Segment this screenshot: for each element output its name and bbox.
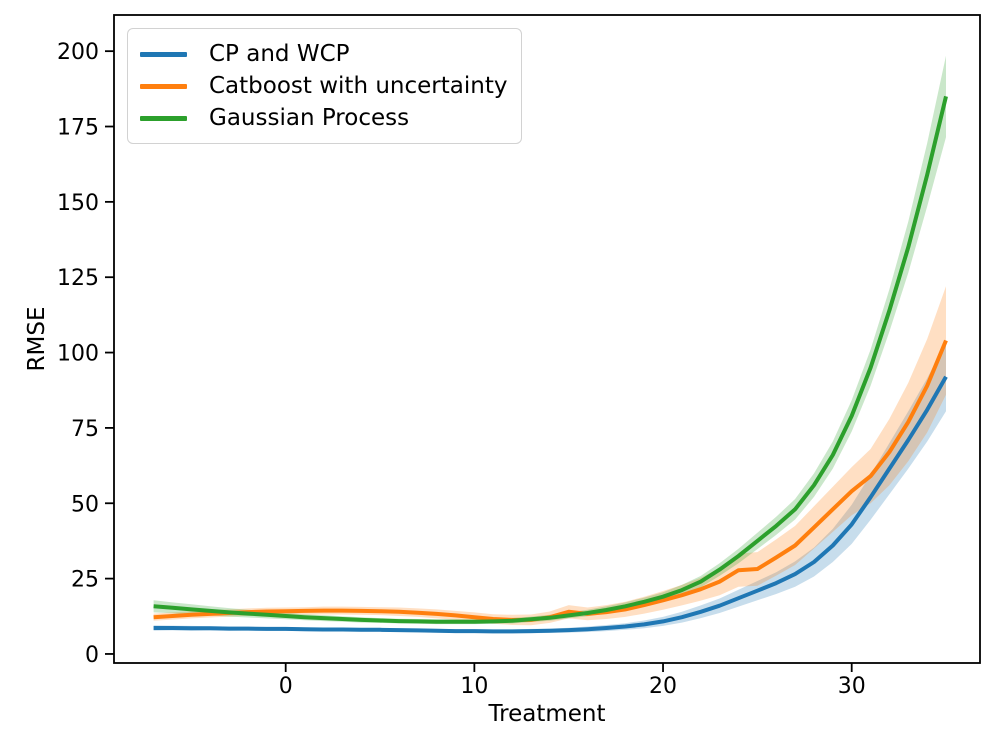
x-tick-label: 0: [279, 674, 293, 699]
legend-item-label: Gaussian Process: [209, 105, 410, 131]
series-line: [153, 339, 948, 622]
legend-item: CP and WCP: [140, 38, 507, 70]
x-tick-label: 10: [460, 674, 488, 699]
legend-item-label: Catboost with uncertainty: [209, 73, 508, 99]
x-tick-label: 30: [838, 674, 866, 699]
y-tick-label: 125: [57, 266, 99, 291]
y-tick-label: 100: [57, 342, 99, 367]
y-tick-label: 75: [71, 417, 99, 442]
x-axis-label: Treatment: [488, 701, 606, 727]
legend-item-label: CP and WCP: [209, 41, 350, 67]
series-line: [153, 375, 948, 634]
series-line: [153, 95, 948, 624]
y-tick-label: 150: [57, 191, 99, 216]
legend: CP and WCP Catboost with uncertainty Gau…: [127, 28, 523, 144]
legend-item: Gaussian Process: [140, 102, 507, 134]
y-axis-label: RMSE: [24, 306, 50, 372]
legend-line-swatch-icon: [140, 83, 187, 89]
y-tick-label: 25: [71, 568, 99, 593]
confidence-band: [153, 342, 947, 634]
y-tick-label: 175: [57, 116, 99, 141]
y-tick-label: 0: [85, 643, 99, 668]
legend-line-swatch-icon: [140, 115, 187, 121]
y-tick-label: 200: [57, 40, 99, 65]
legend-line-swatch-icon: [140, 51, 187, 57]
legend-item: Catboost with uncertainty: [140, 70, 507, 102]
x-tick-label: 20: [649, 674, 677, 699]
y-tick-label: 50: [71, 492, 99, 517]
plot-border: [113, 14, 981, 664]
